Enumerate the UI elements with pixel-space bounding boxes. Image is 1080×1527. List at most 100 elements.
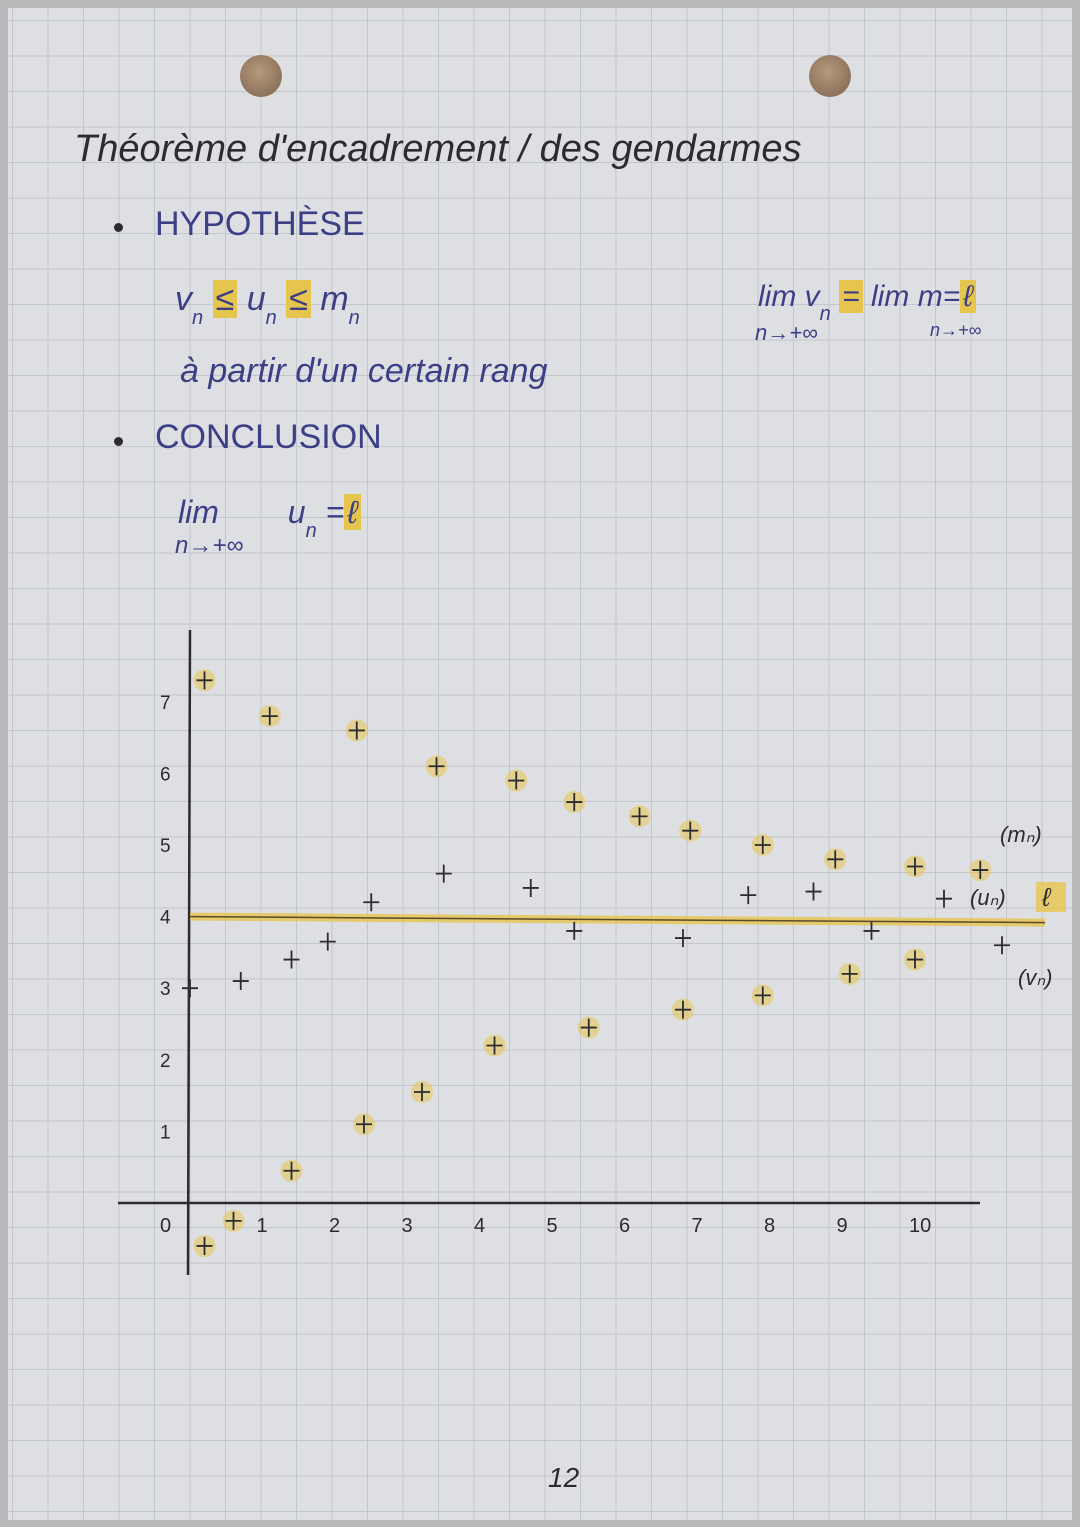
equals: = — [942, 280, 961, 313]
data-point — [580, 1018, 597, 1037]
data-point — [972, 861, 989, 880]
data-point — [522, 878, 539, 897]
data-point — [182, 979, 198, 998]
y-tick-label: 4 — [160, 908, 171, 929]
equals: = — [325, 494, 345, 530]
subscript: n — [348, 307, 360, 329]
x-tick-label: 1 — [257, 1215, 268, 1237]
hypothesis-heading: HYPOTHÈSE — [155, 205, 365, 243]
data-point — [740, 886, 757, 905]
data-point — [994, 936, 1010, 955]
punch-hole — [240, 55, 282, 97]
data-point — [414, 1083, 430, 1102]
hypothesis-limits: lim vn = lim m= ℓ — [758, 280, 976, 325]
lim-label: lim — [178, 494, 219, 530]
limit-label-highlight — [1036, 882, 1066, 912]
page-number: 12 — [548, 1462, 580, 1493]
bullet — [114, 437, 123, 446]
le-symbol: ≤ — [212, 280, 238, 318]
inequality: vn ≤ un ≤ mn — [175, 280, 360, 329]
data-point — [863, 921, 880, 940]
series-label: (mₙ) — [1000, 822, 1042, 847]
data-point — [754, 836, 771, 854]
v-symbol: v — [804, 280, 820, 313]
subscript: n — [265, 307, 277, 329]
limit-l: ℓ — [960, 280, 976, 313]
x-tick-label: 10 — [909, 1215, 931, 1237]
y-tick-label: 3 — [160, 979, 171, 1000]
subscript: n — [192, 307, 204, 329]
data-point — [907, 950, 923, 969]
x-tick-label: 9 — [837, 1215, 848, 1237]
data-point — [682, 821, 699, 840]
v-symbol: v — [175, 280, 192, 318]
data-point — [841, 964, 858, 983]
conclusion-formula: lim un =ℓ — [178, 494, 361, 542]
x-tick-label: 3 — [402, 1215, 413, 1237]
y-axis — [186, 629, 192, 1276]
data-point — [907, 857, 923, 876]
data-point — [283, 1161, 300, 1180]
notebook-page — [8, 8, 1072, 1520]
data-point — [754, 986, 771, 1005]
x-tick-label: 7 — [692, 1215, 703, 1237]
lim-label: lim — [871, 280, 910, 313]
limit-l: ℓ — [344, 494, 361, 530]
lim-label: lim — [758, 280, 797, 313]
data-point — [196, 671, 213, 690]
x-tick-label: 8 — [764, 1215, 775, 1237]
x-tick-label: 0 — [160, 1215, 171, 1237]
u-symbol: u — [287, 494, 306, 530]
equals: = — [839, 280, 863, 313]
data-point — [225, 1211, 242, 1230]
m-symbol: m — [917, 280, 943, 313]
data-point — [348, 721, 365, 740]
lim-subscript: n→+∞ — [930, 320, 982, 340]
data-point — [319, 932, 336, 951]
y-tick-label: 7 — [160, 693, 171, 714]
y-tick-label: 1 — [160, 1122, 171, 1143]
subscript: n — [305, 520, 317, 542]
data-point — [566, 793, 583, 812]
conclusion-heading: CONCLUSION — [155, 418, 382, 456]
x-tick-label: 5 — [547, 1215, 558, 1237]
lim-subscript: n→+∞ — [175, 532, 244, 559]
data-point — [363, 893, 380, 912]
u-symbol: u — [246, 280, 266, 318]
m-symbol: m — [320, 280, 349, 318]
data-point — [566, 921, 583, 940]
data-point — [508, 771, 525, 790]
lim-subscript: n→+∞ — [755, 320, 818, 345]
data-point — [805, 882, 822, 901]
data-point — [936, 889, 952, 908]
punch-hole — [809, 55, 851, 97]
x-tick-label: 6 — [619, 1215, 630, 1237]
data-point — [428, 757, 445, 776]
condition: à partir d'un certain rang — [180, 352, 548, 390]
data-point — [283, 950, 300, 969]
series-label: (uₙ) — [970, 885, 1006, 910]
data-point — [261, 707, 278, 726]
subscript: n — [819, 303, 831, 325]
x-tick-label: 2 — [329, 1215, 340, 1237]
le-symbol: ≤ — [286, 280, 311, 318]
data-point — [675, 929, 691, 948]
data-point — [356, 1115, 372, 1134]
limit-line — [189, 915, 1046, 924]
y-tick-label: 2 — [160, 1051, 171, 1072]
data-point — [827, 850, 844, 869]
page-title: Théorème d'encadrement / des gendarmes — [74, 128, 802, 170]
data-point — [435, 864, 452, 883]
data-point — [486, 1036, 503, 1055]
limit-label: ℓ — [1041, 882, 1052, 912]
x-tick-label: 4 — [474, 1215, 485, 1237]
y-tick-label: 5 — [160, 836, 171, 857]
y-tick-label: 6 — [160, 764, 171, 785]
bullet — [114, 223, 123, 232]
data-point — [196, 1236, 213, 1255]
data-point — [631, 807, 648, 826]
data-point — [232, 972, 249, 991]
series-label: (vₙ) — [1018, 965, 1052, 990]
data-point — [675, 1000, 691, 1019]
